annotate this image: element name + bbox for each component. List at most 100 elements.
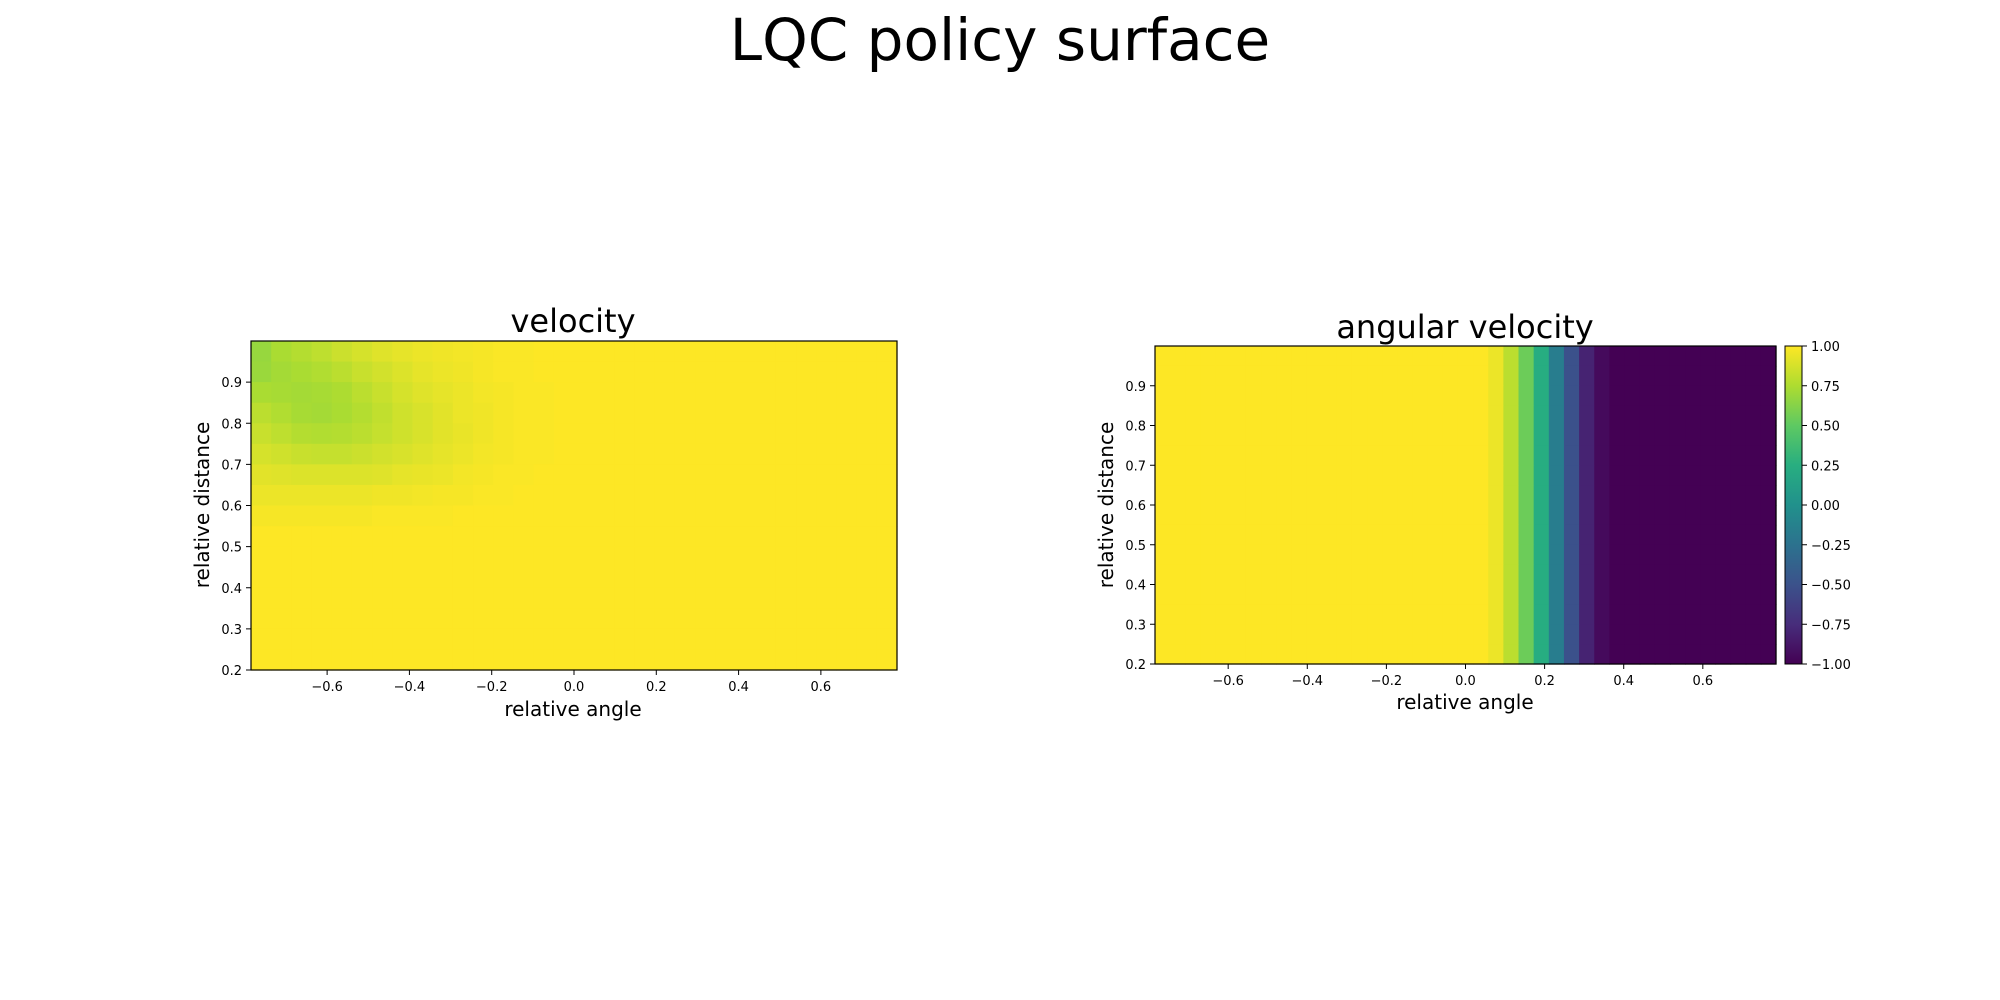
heatmap-cell xyxy=(594,546,615,568)
heatmap-cell xyxy=(291,567,313,589)
heatmap-cell xyxy=(1685,644,1701,665)
heatmap-cell xyxy=(1609,465,1626,486)
heatmap-cell xyxy=(755,546,777,568)
heatmap-cell xyxy=(1367,425,1383,446)
heatmap-cell xyxy=(614,649,636,671)
heatmap-cell xyxy=(674,608,696,630)
heatmap-cell xyxy=(1533,604,1550,625)
heatmap-cell xyxy=(1563,524,1580,546)
heatmap-cell xyxy=(271,546,292,568)
heatmap-cell xyxy=(836,423,858,445)
heatmap-cell xyxy=(493,361,515,383)
heatmap-cell xyxy=(836,382,858,404)
heatmap-cell xyxy=(1306,405,1323,427)
heatmap-cell xyxy=(1367,485,1383,506)
heatmap-cell xyxy=(372,505,393,527)
heatmap-cell xyxy=(755,567,777,589)
heatmap-cell xyxy=(311,484,333,507)
heatmap-cell xyxy=(775,546,797,568)
heatmap-cell xyxy=(594,484,615,507)
heatmap-cell xyxy=(1624,624,1641,645)
heatmap-cell xyxy=(836,587,858,609)
heatmap-cell xyxy=(1336,644,1353,665)
heatmap-cell xyxy=(1155,564,1171,586)
heatmap-cell xyxy=(412,505,434,527)
heatmap-cell xyxy=(1185,445,1202,466)
heatmap-cell xyxy=(836,464,858,486)
heatmap-cell xyxy=(1200,604,1217,625)
heatmap-cell xyxy=(674,526,696,548)
heatmap-cell xyxy=(331,587,353,609)
heatmap-cell xyxy=(1533,485,1550,506)
heatmap-cell xyxy=(1624,544,1641,566)
heatmap-cell xyxy=(1185,465,1202,486)
heatmap-cell xyxy=(735,608,757,630)
heatmap-cell xyxy=(1488,465,1504,486)
heatmap-cell xyxy=(775,443,797,465)
heatmap-cell xyxy=(1291,385,1308,407)
x-tick-label: 0.4 xyxy=(1613,674,1634,689)
heatmap-cell xyxy=(1261,624,1277,645)
heatmap-cell xyxy=(1579,346,1595,367)
heatmap-cell xyxy=(271,464,292,486)
heatmap-cell xyxy=(1594,584,1610,605)
heatmap-cell xyxy=(1321,425,1338,446)
heatmap-cell xyxy=(634,361,656,383)
heatmap-cell xyxy=(493,423,515,445)
heatmap-cell xyxy=(1230,425,1247,446)
heatmap-cell xyxy=(856,546,878,568)
heatmap-cell xyxy=(1669,445,1686,466)
heatmap-cell xyxy=(1336,445,1353,466)
heatmap-cell xyxy=(816,341,838,363)
heatmap-cell xyxy=(331,484,353,507)
heatmap-cell xyxy=(1654,385,1671,407)
heatmap-cell xyxy=(533,649,555,671)
heatmap-cell xyxy=(1503,584,1520,605)
heatmap-cell xyxy=(674,423,696,445)
heatmap-cell xyxy=(1397,505,1414,526)
heatmap-cell xyxy=(1700,445,1717,466)
y-tick-label: 0.3 xyxy=(1125,618,1146,633)
heatmap-cell xyxy=(634,464,656,486)
heatmap-cell xyxy=(311,402,333,424)
heatmap-cell xyxy=(1200,505,1217,526)
heatmap-cell xyxy=(876,464,898,486)
heatmap-cell xyxy=(392,567,414,589)
heatmap-cell xyxy=(533,546,555,568)
heatmap-cell xyxy=(291,628,313,651)
heatmap-cell xyxy=(1473,385,1489,407)
heatmap-cell xyxy=(1215,346,1232,367)
heatmap-cell xyxy=(1730,465,1747,486)
heatmap-cell xyxy=(634,382,656,404)
heatmap-cell xyxy=(1639,425,1656,446)
x-tick-label: −0.6 xyxy=(1212,674,1244,689)
heatmap-cell xyxy=(311,587,333,609)
heatmap-cell xyxy=(311,505,333,527)
heatmap-cell xyxy=(372,402,393,424)
heatmap-cell xyxy=(634,505,656,527)
heatmap-cell xyxy=(1457,624,1474,645)
velocity-panel: velocity −0.6 −0.4 −0.2 0.0 0.2 0.4 0.6 0.2 0.3… xyxy=(190,302,898,721)
heatmap-cell xyxy=(1442,624,1459,645)
heatmap-cell xyxy=(1367,346,1383,367)
heatmap-cell xyxy=(1170,544,1186,566)
heatmap-cell xyxy=(1367,544,1383,566)
heatmap-cell xyxy=(1276,405,1292,427)
heatmap-cell xyxy=(1669,485,1686,506)
heatmap-cell xyxy=(1306,505,1323,526)
heatmap-cell xyxy=(351,443,373,465)
heatmap-cell xyxy=(1760,584,1777,605)
heatmap-cell xyxy=(1457,465,1474,486)
heatmap-cell xyxy=(1488,445,1504,466)
heatmap-cell xyxy=(1215,365,1232,387)
colorbar-tick-label: −1.00 xyxy=(1811,658,1851,673)
heatmap-cell xyxy=(1457,425,1474,446)
heatmap-cell xyxy=(1639,584,1656,605)
heatmap-cell xyxy=(1669,346,1686,367)
heatmap-cell xyxy=(452,443,474,465)
heatmap-cell xyxy=(1457,505,1474,526)
heatmap-cell xyxy=(816,382,838,404)
heatmap-cell xyxy=(1457,644,1474,665)
heatmap-cell xyxy=(311,567,333,589)
heatmap-cell xyxy=(1700,584,1717,605)
